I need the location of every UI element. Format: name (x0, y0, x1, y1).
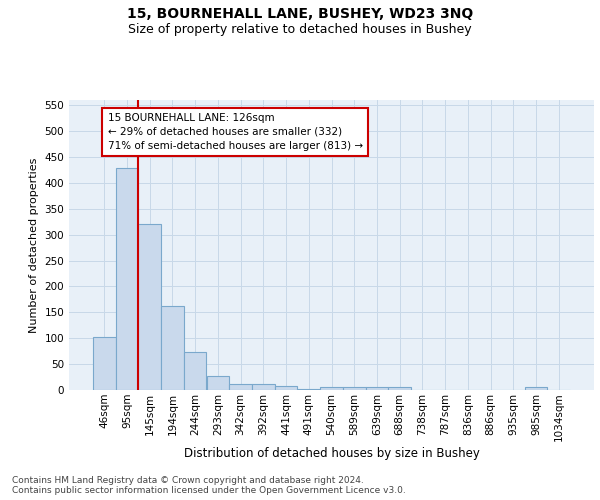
Y-axis label: Number of detached properties: Number of detached properties (29, 158, 39, 332)
Text: Contains HM Land Registry data © Crown copyright and database right 2024.
Contai: Contains HM Land Registry data © Crown c… (12, 476, 406, 495)
Bar (184, 352, 206, 390)
Text: 15, BOURNEHALL LANE, BUSHEY, WD23 3NQ: 15, BOURNEHALL LANE, BUSHEY, WD23 3NQ (127, 8, 473, 22)
Text: 15 BOURNEHALL LANE: 126sqm
← 29% of detached houses are smaller (332)
71% of sem: 15 BOURNEHALL LANE: 126sqm ← 29% of deta… (107, 113, 363, 151)
Bar (320, 387, 343, 390)
Bar (161, 306, 184, 390)
Bar (343, 387, 365, 390)
Bar (252, 384, 275, 390)
Bar (365, 387, 388, 390)
Bar (229, 384, 252, 390)
Bar (116, 168, 139, 390)
Bar (206, 376, 229, 390)
X-axis label: Distribution of detached houses by size in Bushey: Distribution of detached houses by size … (184, 447, 479, 460)
Text: Size of property relative to detached houses in Bushey: Size of property relative to detached ho… (128, 22, 472, 36)
Bar (93, 336, 116, 390)
Bar (388, 387, 411, 390)
Bar (524, 387, 547, 390)
Bar (275, 386, 298, 390)
Bar (298, 389, 320, 390)
Bar (139, 224, 161, 390)
